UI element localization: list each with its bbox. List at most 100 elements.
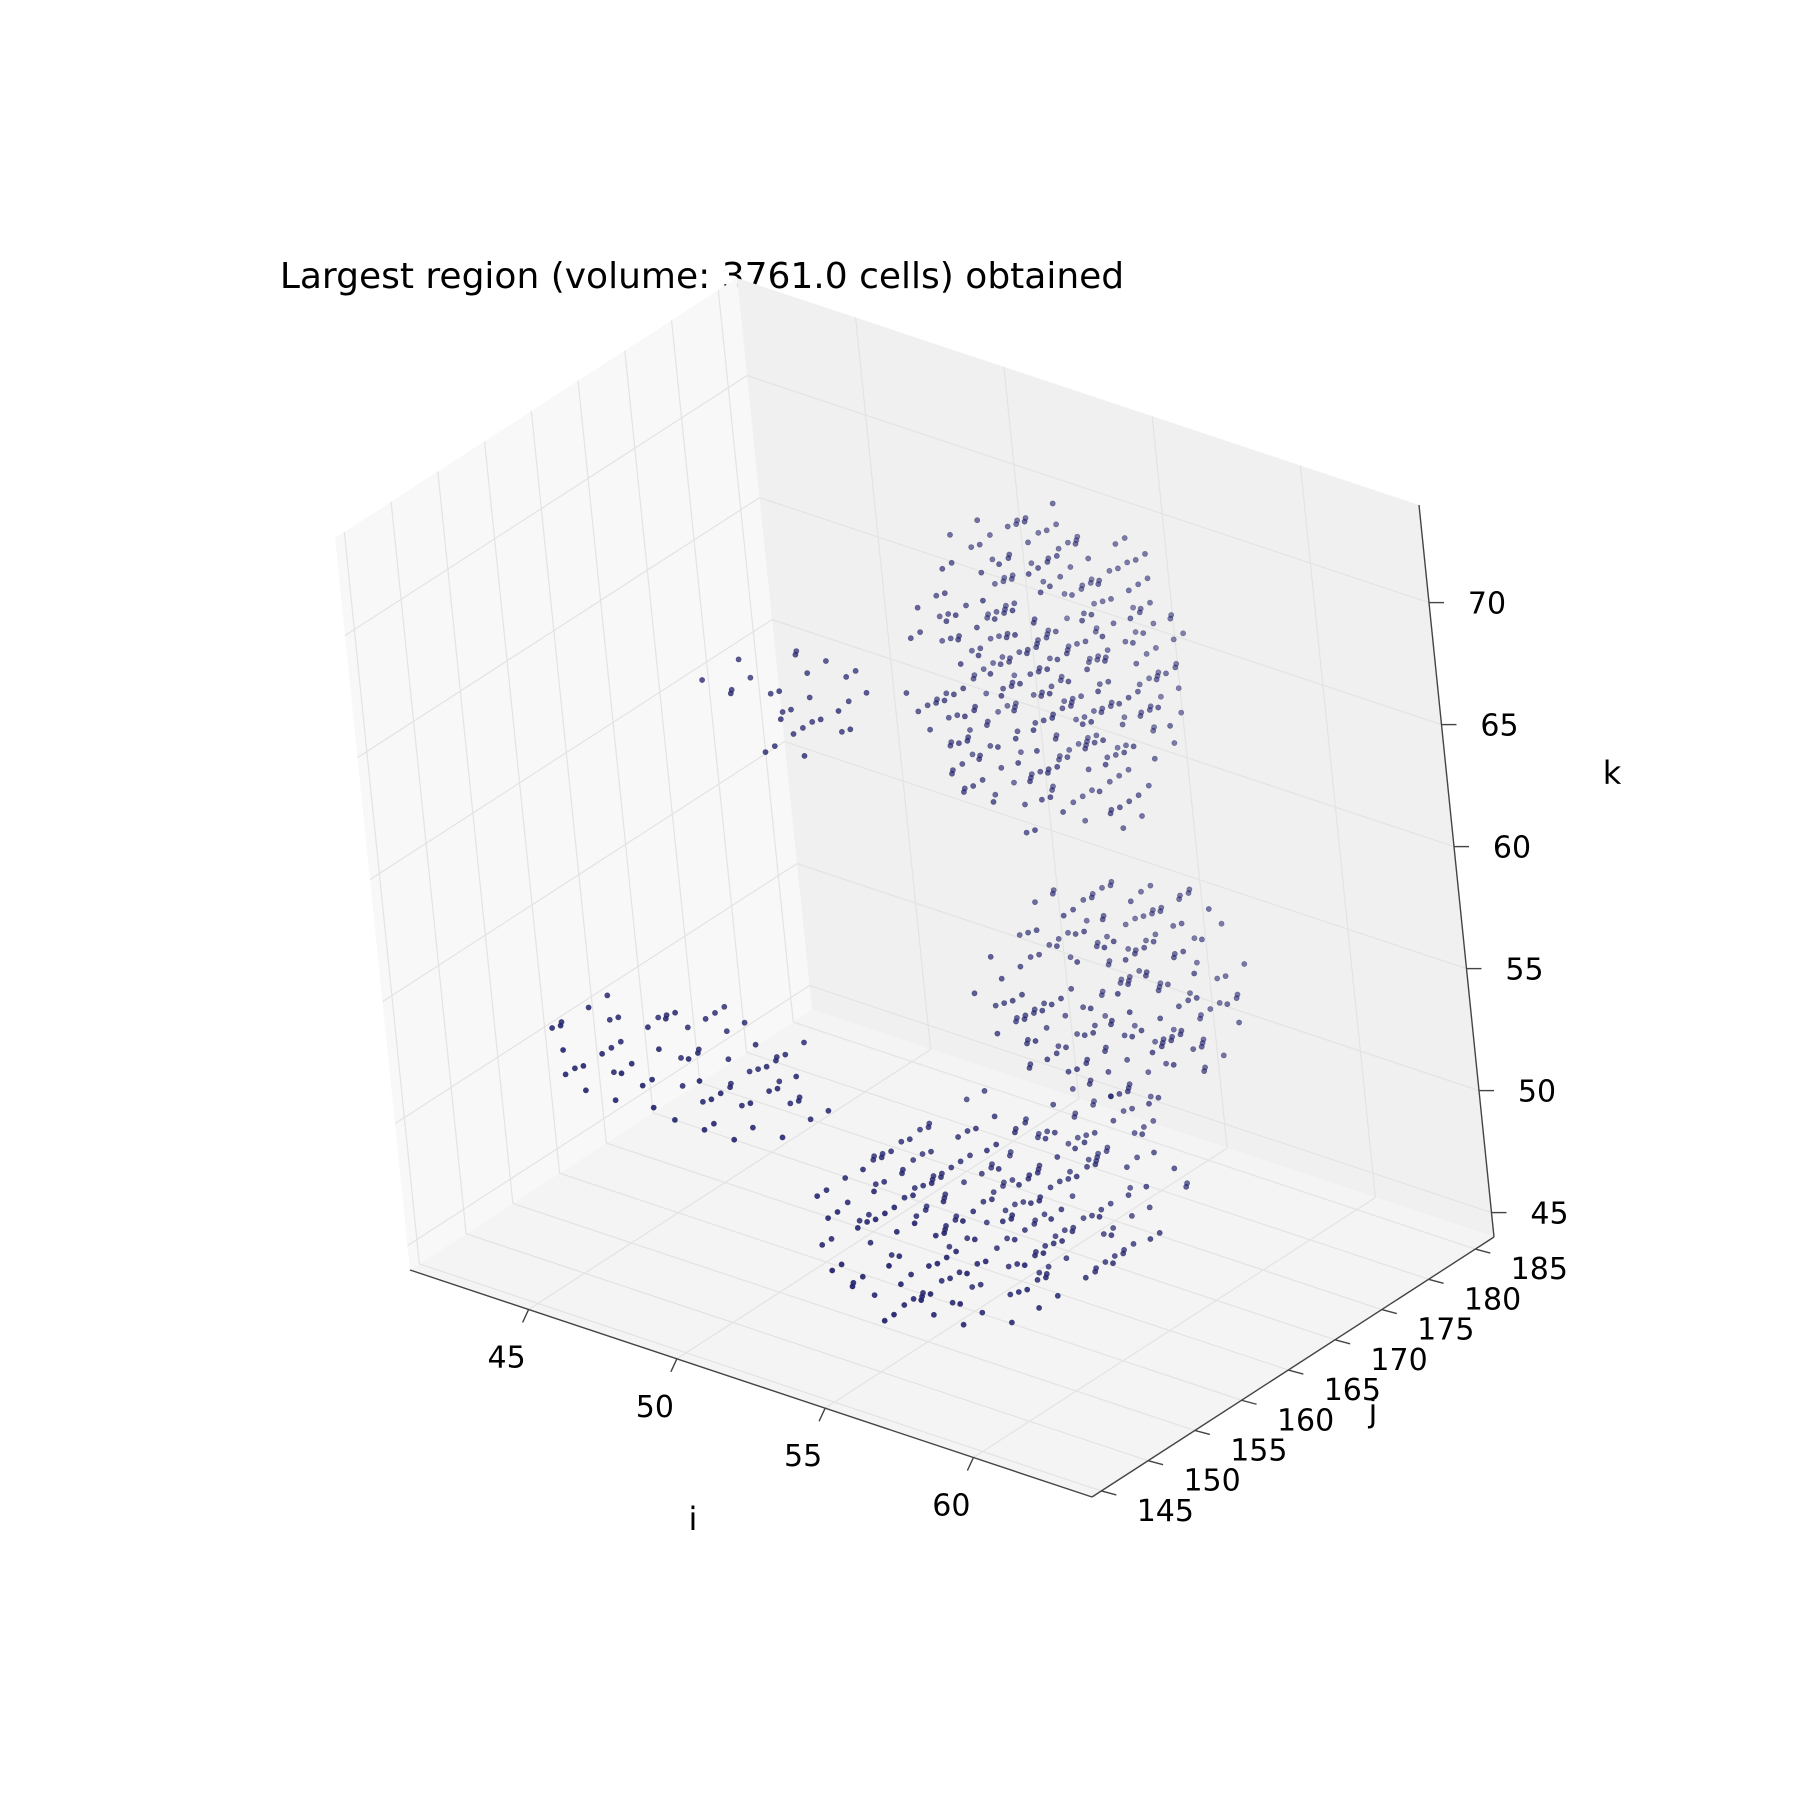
data-point [977,1281,984,1288]
data-point [1036,951,1042,958]
data-point [741,1019,748,1026]
data-point [1168,1037,1175,1044]
data-point [984,722,990,728]
data-point [1080,1004,1086,1011]
data-point [809,719,816,725]
data-point [1145,1069,1152,1075]
data-point [1039,796,1045,803]
data-point [1102,658,1108,664]
data-point [1012,735,1019,742]
data-point [849,1283,856,1290]
data-point [982,1258,989,1265]
data-point [1104,933,1110,940]
data-point [1049,787,1055,793]
data-point [1175,685,1182,692]
data-point [940,1198,947,1205]
data-point [1047,655,1053,662]
data-point [1114,744,1121,751]
data-point [1170,1061,1177,1068]
data-point [1070,906,1076,913]
data-point [763,1063,770,1070]
data-point [1009,607,1016,614]
data-point [1094,656,1101,663]
data-point [825,1215,831,1221]
k-axis-line [1418,504,1495,1238]
data-point [1025,1175,1032,1182]
data-point [1081,714,1088,720]
data-point [947,635,954,642]
data-point [838,1261,845,1268]
data-point [1016,1181,1022,1188]
data-point [1125,694,1132,701]
data-point [1130,639,1136,646]
data-point [1008,683,1015,690]
data-point [767,690,774,697]
data-point [1049,500,1056,507]
data-point [844,1199,851,1206]
data-point [908,1271,914,1278]
data-point [1150,938,1157,945]
data-point [1032,720,1039,726]
k-tick-label: 45 [1530,1197,1568,1232]
data-point [1157,1015,1164,1022]
data-point [1139,813,1145,819]
data-point [994,1030,1001,1037]
data-point [1110,1117,1117,1124]
data-point [1124,1088,1131,1095]
data-point [1105,1069,1112,1075]
i-tick-mark [670,1358,678,1373]
data-point [1136,609,1143,616]
data-point [618,1070,625,1077]
data-point [1086,1081,1093,1087]
data-point [1082,638,1089,645]
data-point [939,637,946,644]
data-point [963,602,969,609]
data-point [1069,1086,1076,1092]
data-point [1144,575,1151,582]
data-point [1000,685,1006,692]
data-point [1011,600,1018,607]
data-point [1143,1183,1150,1190]
y-axis-label: j [1368,1392,1378,1430]
data-point [1067,1168,1073,1175]
x-axis-label: i [689,1500,698,1538]
data-point [1114,990,1121,997]
data-point [1125,587,1132,594]
data-point [881,1317,888,1324]
data-point [1157,908,1164,915]
data-point [1127,1184,1134,1191]
k-tick-label: 60 [1493,831,1531,866]
data-point [1095,581,1102,587]
data-point [913,1213,920,1219]
data-point [1132,557,1139,563]
data-point [1089,1212,1095,1219]
data-point [1005,1263,1012,1270]
data-point [961,1179,967,1186]
data-point [1057,573,1064,580]
data-point [932,1232,939,1239]
k-tick-label: 65 [1480,709,1518,744]
grid-line-j [530,410,607,1144]
data-point [1121,535,1128,541]
data-point [938,1174,944,1180]
data-point [1017,963,1024,970]
data-point [1041,1211,1048,1218]
j-tick-label: 185 [1511,1252,1568,1287]
j-tick-mark [1381,1308,1397,1315]
data-point [1022,1227,1028,1233]
data-point [872,1181,879,1188]
data-point [793,1073,800,1080]
data-point [1149,910,1155,917]
data-point [1147,1093,1154,1100]
data-point [1018,749,1024,755]
data-point [1060,912,1067,919]
data-point [1090,1029,1097,1036]
i-tick-mark [966,1457,975,1471]
data-point [949,770,955,777]
data-point [1069,1228,1076,1235]
data-point [819,1242,826,1248]
data-point [1158,693,1164,700]
data-point [910,1192,916,1199]
data-point [645,1024,651,1031]
data-point [1053,553,1060,559]
